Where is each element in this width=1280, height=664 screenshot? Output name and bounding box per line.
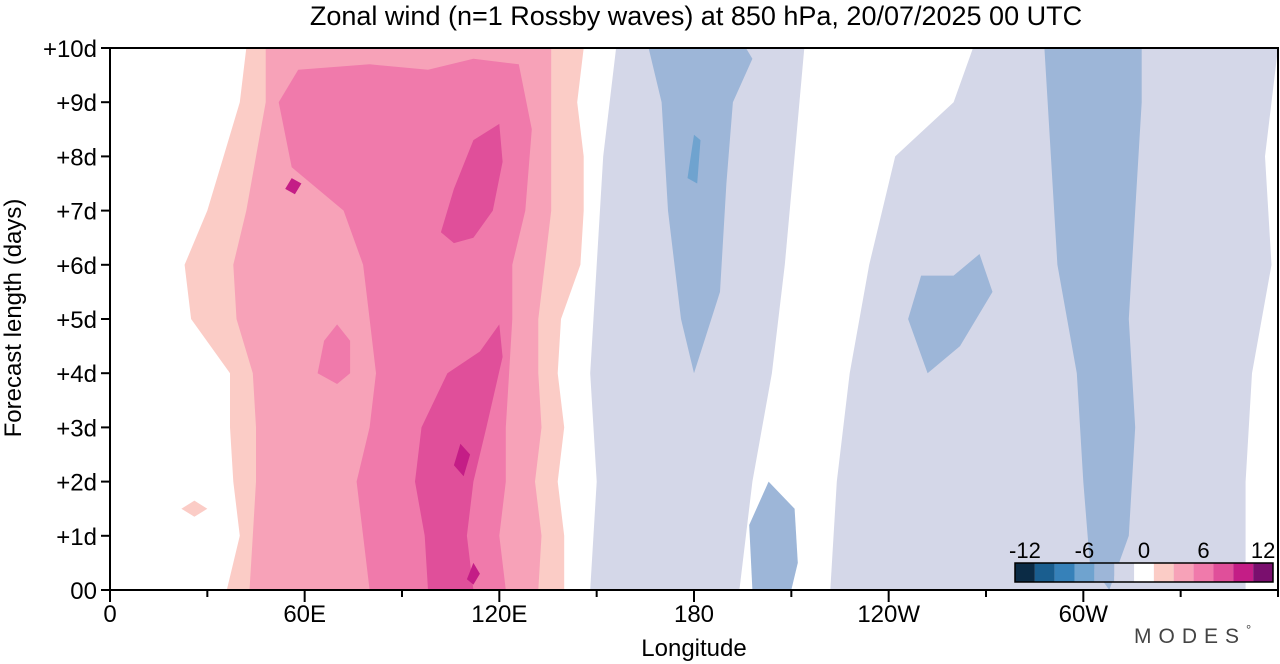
colorbar-swatch	[1153, 563, 1174, 582]
y-tick-label: +1d	[56, 524, 97, 551]
y-tick-label: +7d	[56, 199, 97, 226]
colorbar: -12 -6 0 6 12	[1009, 538, 1275, 583]
x-tick-label: 0	[103, 601, 116, 628]
contour-region-9	[285, 178, 302, 195]
colorbar-label: -6	[1075, 538, 1095, 563]
x-tick-label: 180	[674, 601, 714, 628]
contour-region-16	[687, 134, 701, 184]
contour-region-8	[466, 562, 480, 585]
colorbar-label: 0	[1138, 538, 1150, 563]
colorbar-swatch	[1074, 563, 1095, 582]
contour-region-13	[749, 481, 798, 590]
y-axis-ticks: 00 +1d +2d +3d +4d +5d +6d +7d +8d +9d +10d	[43, 36, 110, 605]
x-tick-label: 60W	[1059, 601, 1109, 628]
y-tick-label: +10d	[43, 36, 97, 63]
y-tick-label: +8d	[56, 144, 97, 171]
y-axis-label: Forecast length (days)	[0, 199, 27, 438]
contour-region-12	[648, 48, 753, 374]
y-tick-label: 00	[70, 578, 97, 605]
contour-region-11	[830, 48, 1278, 590]
y-tick-label: +5d	[56, 307, 97, 334]
brand-logo: MODES°	[1134, 622, 1258, 648]
colorbar-swatch	[1015, 563, 1035, 582]
contour-region-7	[453, 443, 471, 477]
colorbar-swatch	[1253, 563, 1273, 582]
colorbar-swatch	[1094, 563, 1115, 582]
contour-regions	[181, 48, 1278, 590]
chart-title: Zonal wind (n=1 Rossby waves) at 850 hPa…	[310, 1, 1082, 31]
colorbar-swatch	[1233, 563, 1254, 582]
contour-region-15	[1044, 48, 1142, 590]
colorbar-frame	[1014, 562, 1274, 583]
contour-region-4	[317, 324, 351, 384]
y-tick-label: +6d	[56, 253, 97, 280]
y-tick-label: +9d	[56, 90, 97, 117]
x-tick-label: 120W	[857, 601, 920, 628]
colorbar-swatch	[1054, 563, 1075, 582]
colorbar-swatch	[1114, 563, 1135, 582]
y-tick-label: +3d	[56, 415, 97, 442]
colorbar-swatch	[1034, 563, 1055, 582]
contour-region-1	[181, 500, 208, 517]
colorbar-swatch	[1193, 563, 1214, 582]
y-tick-label: +2d	[56, 470, 97, 497]
x-axis-label: Longitude	[641, 635, 746, 662]
colorbar-label: 6	[1197, 538, 1209, 563]
colorbar-swatch	[1134, 563, 1154, 582]
colorbar-label: 12	[1251, 538, 1275, 563]
colorbar-swatch	[1213, 563, 1234, 582]
colorbar-label: -12	[1009, 538, 1041, 563]
x-tick-label: 120E	[471, 601, 527, 628]
colorbar-swatch	[1173, 563, 1194, 582]
x-tick-label: 60E	[283, 601, 326, 628]
y-tick-label: +4d	[56, 361, 97, 388]
contour-region-14	[908, 254, 993, 374]
x-axis-ticks: 0 60E 120E 180 120W 60W	[103, 590, 1279, 628]
contour-region-6	[440, 123, 503, 244]
